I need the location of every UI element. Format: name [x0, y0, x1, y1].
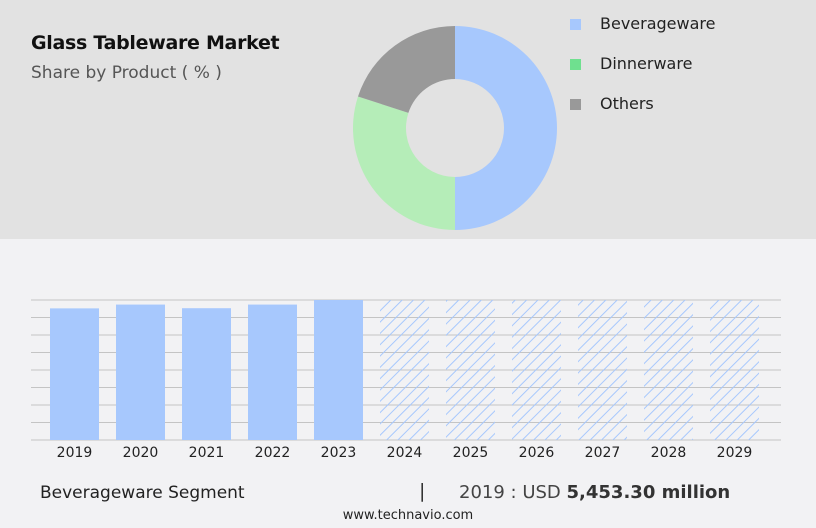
divider: |	[419, 480, 425, 502]
bar-2029	[710, 300, 759, 440]
segment-label: Beverageware Segment	[40, 483, 245, 503]
bar-2021	[182, 308, 231, 440]
bar-2026	[512, 300, 561, 440]
bar-2019	[50, 308, 99, 440]
bar-2028	[644, 300, 693, 440]
bar-2022	[248, 305, 297, 440]
x-axis-label: 2024	[380, 445, 430, 461]
x-axis-label: 2027	[578, 445, 628, 461]
x-axis-label: 2023	[314, 445, 364, 461]
bar-2024	[380, 300, 429, 440]
bar-2023	[314, 300, 363, 440]
bar-2027	[578, 300, 627, 440]
x-axis-label: 2026	[512, 445, 562, 461]
x-axis-label: 2029	[710, 445, 760, 461]
x-axis-label: 2022	[248, 445, 298, 461]
x-axis-label: 2021	[182, 445, 232, 461]
x-axis-label: 2020	[116, 445, 166, 461]
x-axis-label: 2019	[50, 445, 100, 461]
value-amount: 5,453.30 million	[567, 482, 731, 503]
bar-chart	[0, 0, 816, 470]
source-link[interactable]: www.technavio.com	[0, 508, 816, 523]
x-axis-label: 2025	[446, 445, 496, 461]
bar-2025	[446, 300, 495, 440]
x-axis-label: 2028	[644, 445, 694, 461]
segment-value: 2019 : USD 5,453.30 million	[459, 482, 730, 503]
bar-2020	[116, 305, 165, 440]
